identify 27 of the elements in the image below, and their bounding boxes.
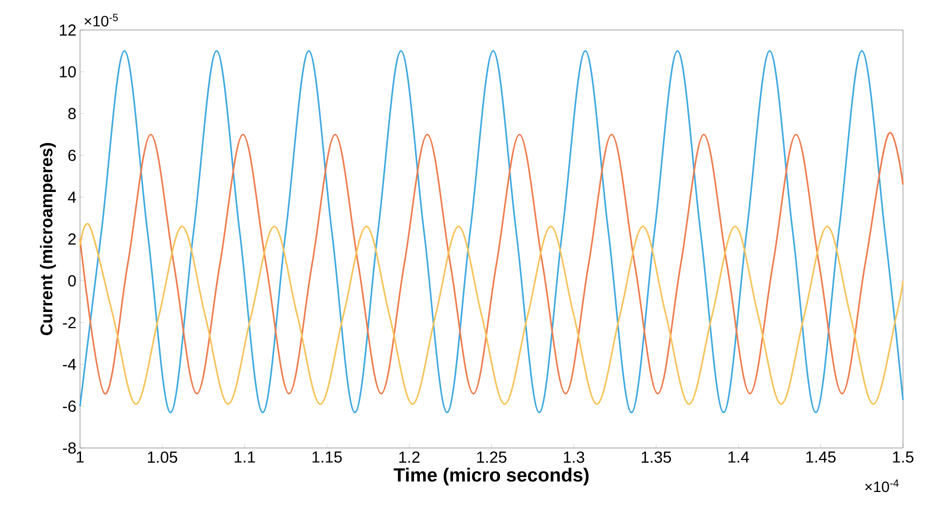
x-tick-label: 1.3 [564,452,584,463]
y-tick-label: 8 [68,108,76,120]
y-tick-label: -6 [62,400,76,412]
x-tick-label: 1.2 [399,452,420,463]
y-tick-label: 4 [68,192,76,203]
x-tick-label: 1.35 [642,452,671,463]
y-axis-title: Current (microamperes) [40,143,56,336]
y-tick-label: 12 [60,24,76,36]
y-tick-label: 10 [60,66,76,78]
y-tick-label: 0 [68,275,76,286]
text: ×10$^{-5}$ [84,14,118,26]
y-tick-label: 6 [68,150,76,162]
text: ×10$^{-4}$ [865,480,899,492]
x-tick-label: 1.25 [477,452,506,463]
x-tick-label: 1.5 [893,452,914,463]
x-tick-label: 1.45 [806,452,836,463]
x-tick-label: 1.15 [312,452,342,463]
x-tick-label: 1.4 [728,452,750,463]
x-tick-label: 1.05 [148,452,178,463]
y-tick-label: -4 [62,358,76,370]
y-tick-label: 2 [68,233,76,245]
x-tick-label: 1 [76,452,84,463]
x-axis-title: Time (micro seconds) [394,468,589,486]
y-tick-label: -8 [62,442,76,454]
line-series [79,50,904,414]
x-tick-label: 1.1 [234,452,255,463]
y-tick-label: -2 [62,317,76,328]
